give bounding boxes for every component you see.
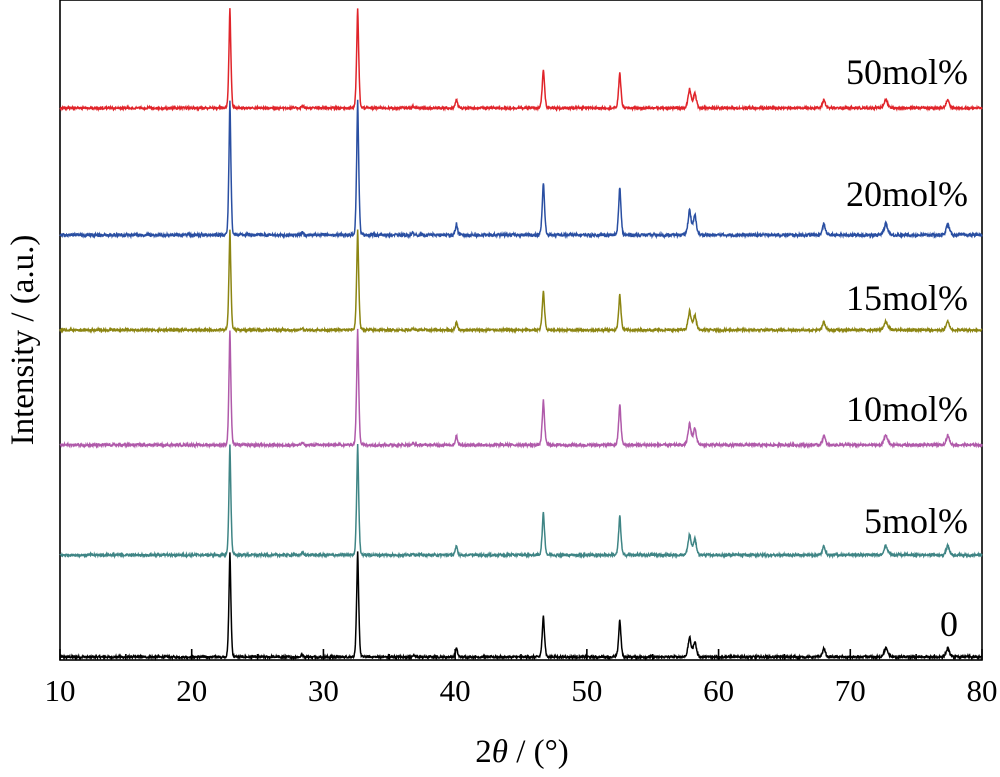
series-line-0 [59,551,983,662]
x-tick-label: 50 [571,673,602,708]
series-label: 15mol% [846,278,968,318]
x-axis-title: 2θ / (°) [475,734,569,770]
x-tick-label: 80 [967,673,998,708]
x-tick-label: 30 [308,673,339,708]
series-label: 5mol% [864,501,968,541]
x-tick-label: 20 [176,673,207,708]
series-line-20mol-pct [59,99,983,240]
series-labels: 0 5mol% 10mol% 15mol% 20mol% 50mol% [846,52,968,644]
series-label: 10mol% [846,389,968,429]
series-line-5mol-pct [59,443,983,560]
x-tick-label: 60 [703,673,734,708]
series-line-15mol-pct [59,229,983,335]
series-label: 20mol% [846,174,968,214]
x-axis-ticks: 10 20 30 40 50 60 70 80 [45,649,998,708]
x-tick-label: 10 [45,673,76,708]
series-line-10mol-pct [59,328,983,450]
x-tick-label: 70 [835,673,866,708]
x-tick-label: 40 [440,673,471,708]
series-layer [59,8,983,662]
series-line-50mol-pct [59,8,983,112]
series-label: 50mol% [846,52,968,92]
y-axis-title: Intensity / (a.u.) [5,235,41,446]
series-label: 0 [940,604,958,644]
